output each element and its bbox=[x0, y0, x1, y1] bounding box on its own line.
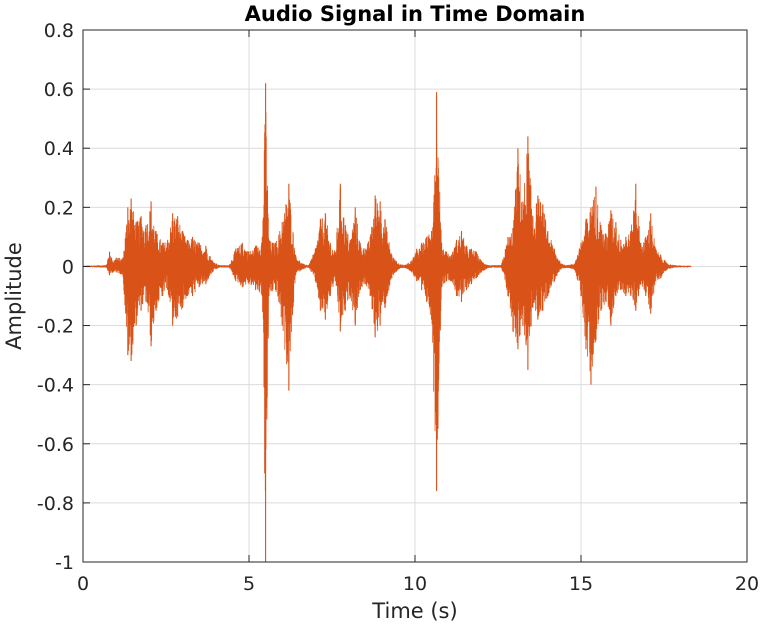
y-tick-label: -0.2 bbox=[37, 316, 74, 338]
waveform-texture bbox=[82, 112, 691, 491]
y-tick-label: 0.6 bbox=[44, 79, 74, 101]
y-tick-label: -0.8 bbox=[37, 493, 74, 515]
waveform-series bbox=[82, 83, 692, 562]
y-tick-label: 0.8 bbox=[44, 20, 74, 42]
y-tick-label: -0.6 bbox=[37, 434, 74, 456]
x-tick-label: 10 bbox=[403, 573, 427, 595]
axis-ticks: 0 5 10 15 20 -1 -0.8 -0.6 -0.4 -0.2 0 0.2 0.4 0.6 0.8 bbox=[37, 20, 759, 595]
x-tick-label: 15 bbox=[569, 573, 593, 595]
y-tick-label: 0.4 bbox=[44, 138, 74, 160]
chart-title: Audio Signal in Time Domain bbox=[245, 2, 586, 26]
x-tick-label: 20 bbox=[735, 573, 759, 595]
x-axis-label: Time (s) bbox=[371, 599, 457, 623]
y-axis-label: Amplitude bbox=[2, 242, 26, 350]
y-tick-label: 0.2 bbox=[44, 197, 74, 219]
x-tick-label: 5 bbox=[243, 573, 255, 595]
y-tick-label: -0.4 bbox=[37, 375, 74, 397]
y-tick-label: -1 bbox=[55, 552, 74, 574]
y-tick-label: 0 bbox=[62, 256, 74, 278]
x-tick-label: 0 bbox=[77, 573, 89, 595]
